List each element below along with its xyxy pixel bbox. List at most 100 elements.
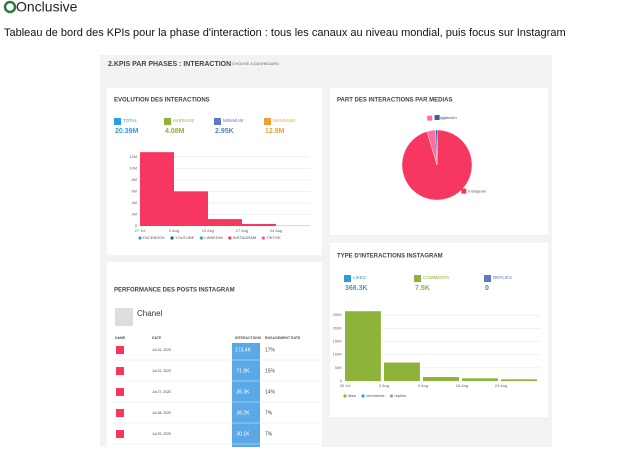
post-thumb — [116, 346, 124, 354]
y-tick-label: 10M — [129, 165, 137, 170]
kpi-label: AVERAGE — [173, 118, 194, 123]
pie-label: TikTok — [434, 116, 445, 121]
avatar — [115, 308, 133, 326]
cell: 14% — [265, 389, 276, 395]
page-title: Tableau de bord des KPIs pour la phase d… — [4, 27, 566, 39]
post-thumb — [116, 367, 124, 375]
dashboard-selector[interactable]: CHOOSE A DASHBOARD — [232, 61, 279, 66]
post-thumb — [116, 409, 124, 417]
kpi-label: TOTAL — [123, 118, 138, 123]
bar — [423, 377, 459, 381]
legend-label: TIKTOK — [266, 235, 281, 240]
x-tick-label: 3 Aug — [169, 228, 179, 233]
logo: Onclusive — [16, 0, 78, 15]
legend-swatch — [361, 394, 364, 397]
kpi-value: 366.3K — [345, 285, 368, 292]
kpi-icon — [414, 275, 421, 282]
kpi-value: 12.8M — [265, 128, 285, 135]
kpi-value: 4.08M — [165, 128, 185, 135]
kpi-label: COMMENTS — [423, 275, 449, 280]
dashboard-title: 2.KPIS PAR PHASES : INTERACTION — [108, 61, 231, 68]
cell: Jul 27, 2020 — [152, 390, 171, 394]
legend-swatch — [343, 394, 346, 397]
x-tick-label: 2 Aug — [379, 383, 389, 388]
legend-swatch — [138, 236, 141, 239]
x-tick-label: 27 Jul — [135, 228, 146, 233]
legend-swatch — [390, 394, 393, 397]
y-tick-label: 200K — [333, 325, 343, 330]
legend-label: likes — [348, 393, 356, 398]
cell: Jul 31, 2020 — [152, 369, 171, 373]
account-name: Chanel — [137, 309, 163, 318]
legend-label: comments — [366, 393, 384, 398]
panel-title: TYPE D'INTERACTIONS INSTAGRAM — [337, 254, 443, 260]
pie-label-icon — [461, 189, 466, 194]
legend-label: FACEBOOK — [143, 235, 165, 240]
cell: 30.1K — [236, 431, 250, 437]
cell: 173.4K — [235, 347, 252, 353]
kpi-icon — [344, 275, 351, 282]
pie-label: Instagram — [468, 189, 486, 194]
bar — [242, 224, 276, 226]
y-tick-label: 250K — [333, 312, 343, 317]
kpi-label: REPLIES — [493, 275, 512, 280]
kpi-icon — [114, 118, 121, 125]
kpi-label: MINIMUM — [223, 118, 243, 123]
x-tick-label: 26 Jul — [340, 383, 351, 388]
kpi-icon — [264, 118, 271, 125]
bar — [345, 311, 381, 381]
x-tick-label: 24 Aug — [270, 228, 282, 233]
kpi-value: 20.39M — [115, 128, 139, 135]
logo-icon — [5, 2, 15, 12]
cell: Jul 31, 2020 — [152, 348, 171, 352]
legend-label: YOUTUBE — [175, 235, 195, 240]
legend-swatch — [228, 236, 231, 239]
bar — [501, 379, 537, 381]
legend-swatch — [170, 236, 173, 239]
kpi-value: 0 — [485, 285, 489, 292]
cell: Jul 29, 2020 — [152, 432, 171, 436]
panel-title: PART DES INTERACTIONS PAR MEDIAS — [337, 98, 452, 104]
cell: 7% — [265, 431, 273, 437]
pie-label-icon — [427, 116, 432, 121]
cell: 15% — [265, 368, 276, 374]
bar — [384, 363, 420, 381]
post-thumb — [116, 430, 124, 438]
column-header: INTERACTIONS — [235, 336, 262, 340]
y-tick-label: 100K — [333, 352, 343, 357]
y-tick-label: 8M — [131, 177, 137, 182]
x-tick-label: 23 Aug — [495, 383, 507, 388]
cell: 17% — [265, 347, 276, 353]
cell: 36.2K — [236, 410, 250, 416]
x-tick-label: 9 Aug — [418, 383, 428, 388]
post-thumb — [116, 388, 124, 396]
legend-swatch — [262, 236, 265, 239]
x-tick-label: 16 Aug — [456, 383, 468, 388]
y-tick-label: 2M — [131, 212, 137, 217]
bar — [208, 219, 242, 226]
bar — [140, 152, 174, 226]
bar — [174, 191, 208, 226]
kpi-value: 7.5K — [415, 285, 430, 292]
kpi-icon — [214, 118, 221, 125]
y-tick-label: 12M — [129, 154, 137, 159]
column-header: NAME — [115, 336, 126, 340]
panel-title: EVOLUTION DES INTERACTIONS — [114, 98, 210, 104]
cell: 36.3K — [236, 389, 250, 395]
legend-label: LINKEDIN — [204, 235, 223, 240]
x-tick-label: 10 Aug — [202, 228, 214, 233]
legend-label: INSTAGRAM — [233, 235, 256, 240]
cell: 71.8K — [236, 368, 250, 374]
kpi-icon — [164, 118, 171, 125]
y-tick-label: 150K — [333, 339, 343, 344]
y-tick-label: 4M — [131, 200, 137, 205]
legend-label: replies — [394, 393, 406, 398]
kpi-label: MAXIMUM — [273, 118, 295, 123]
bar — [462, 378, 498, 381]
x-tick-label: 17 Aug — [236, 228, 248, 233]
cell: Jul 28, 2020 — [152, 411, 171, 415]
column-header: ENGAGEMENT RATE — [265, 336, 301, 340]
kpi-label: LIKES — [353, 275, 366, 280]
